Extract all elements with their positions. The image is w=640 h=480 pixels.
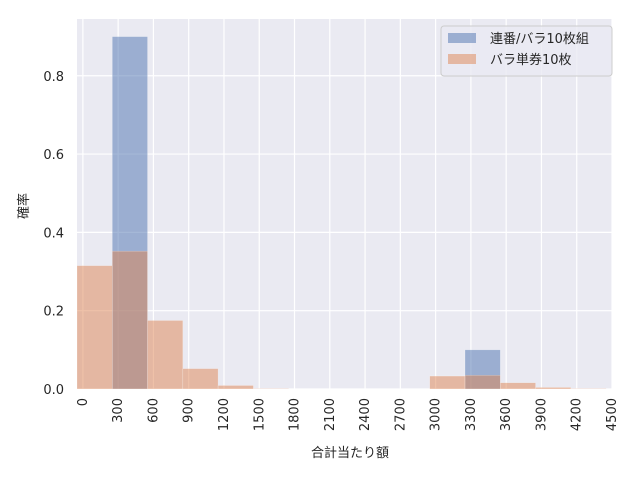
histogram-bar-series-1 <box>464 375 501 390</box>
x-tick-label: 600 <box>146 398 161 423</box>
bars <box>76 36 607 390</box>
histogram-bar-series-1 <box>112 250 148 390</box>
x-axis-label: 合計当たり額 <box>311 445 389 461</box>
histogram-bar-series-1 <box>182 368 219 390</box>
y-tick-labels: 0.0 0.2 0.4 0.6 0.8 <box>43 70 64 398</box>
x-tick-label: 2100 <box>323 398 338 431</box>
legend-label-series-0: 連番/バラ10枚組 <box>490 32 589 47</box>
histogram-bar-series-1 <box>217 385 254 390</box>
legend-label-series-1: バラ単券10枚 <box>490 52 572 68</box>
x-tick-label: 2700 <box>393 398 408 431</box>
x-tick-label: 4500 <box>605 398 620 431</box>
histogram-bar-series-1 <box>76 265 113 390</box>
x-tick-label: 1200 <box>217 398 232 431</box>
histogram-bar-series-1 <box>500 382 536 390</box>
x-tick-label: 300 <box>111 398 126 423</box>
y-tick-label: 0.4 <box>43 226 64 241</box>
x-tick-label: 3600 <box>499 398 514 431</box>
grid-lines <box>77 19 613 390</box>
x-tick-label: 0 <box>76 398 91 406</box>
y-tick-label: 0.2 <box>43 305 64 320</box>
histogram-bar-series-1 <box>429 375 466 390</box>
histogram-bar-series-1 <box>535 387 572 390</box>
x-tick-label: 900 <box>182 398 197 423</box>
x-tick-label: 2400 <box>358 398 373 431</box>
histogram-bar-series-1 <box>147 320 184 390</box>
x-tick-label: 1800 <box>288 398 303 431</box>
x-tick-label: 4200 <box>570 398 585 431</box>
y-axis-label: 確率 <box>16 193 32 219</box>
y-tick-label: 0.8 <box>43 70 64 85</box>
legend-swatch-series-0 <box>448 33 476 43</box>
x-tick-label: 3000 <box>429 398 444 431</box>
legend-box <box>440 25 613 77</box>
x-tick-label: 3300 <box>464 398 479 431</box>
legend-swatch-series-1 <box>448 54 476 64</box>
x-tick-label: 1500 <box>252 398 267 431</box>
y-tick-label: 0.0 <box>43 383 64 398</box>
legend: 連番/バラ10枚組 バラ単券10枚 <box>440 25 613 77</box>
x-tick-label: 3900 <box>534 398 549 431</box>
y-tick-label: 0.6 <box>43 148 64 163</box>
x-tick-labels: 0 300 600 900 1200 1500 1800 2100 2400 2700 3000 33… <box>76 398 620 431</box>
